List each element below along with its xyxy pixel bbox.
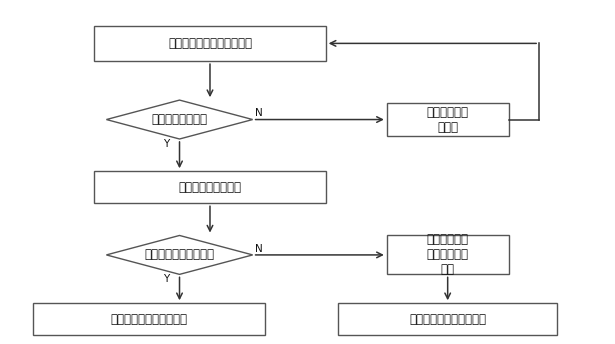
Bar bbox=[94, 171, 326, 203]
Text: Y: Y bbox=[163, 139, 169, 149]
Bar bbox=[338, 303, 557, 335]
Polygon shape bbox=[106, 235, 253, 275]
Text: Y: Y bbox=[163, 275, 169, 284]
Text: 设备固件程序
中标记为非用
户区: 设备固件程序 中标记为非用 户区 bbox=[427, 234, 469, 277]
Text: 对故障颗粒进行标记: 对故障颗粒进行标记 bbox=[178, 181, 242, 194]
Text: 固态存储设备量产固件程序: 固态存储设备量产固件程序 bbox=[168, 37, 252, 50]
Bar bbox=[387, 235, 509, 275]
Bar bbox=[33, 303, 265, 335]
Text: N: N bbox=[255, 244, 263, 254]
Text: 闪存颗粒是否故障: 闪存颗粒是否故障 bbox=[151, 113, 207, 126]
Text: 设备固件程序中更改信息: 设备固件程序中更改信息 bbox=[111, 313, 188, 326]
Text: N: N bbox=[255, 108, 263, 118]
Bar bbox=[94, 25, 326, 61]
Text: 检查下一个闪
存颗粒: 检查下一个闪 存颗粒 bbox=[427, 106, 469, 133]
Text: 选择故障率最大的颗粒: 选择故障率最大的颗粒 bbox=[145, 248, 215, 261]
Polygon shape bbox=[106, 100, 253, 139]
Bar bbox=[387, 103, 509, 137]
Text: 用作缓冲区进行后台操作: 用作缓冲区进行后台操作 bbox=[409, 313, 486, 326]
